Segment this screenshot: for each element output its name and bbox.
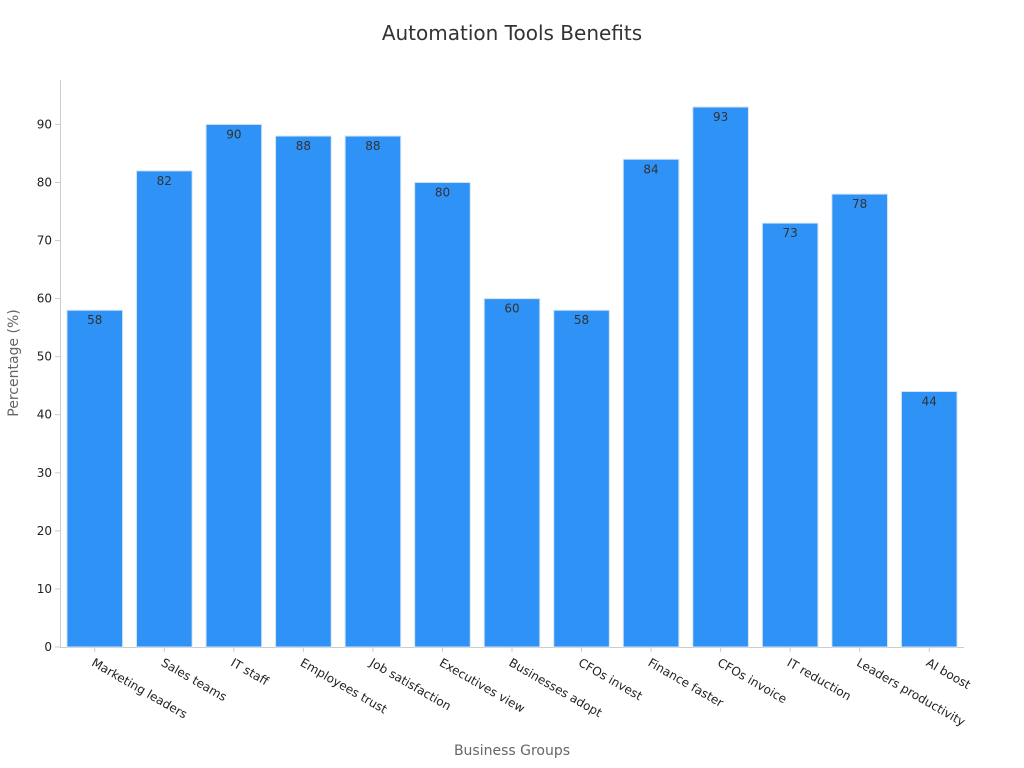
y-tick-label: 70 (37, 234, 52, 248)
bar-value-label: 58 (574, 313, 589, 327)
bar (761, 222, 819, 648)
x-axis-label: Business Groups (454, 743, 570, 759)
y-tick-label: 60 (37, 292, 52, 306)
bar (66, 309, 124, 648)
bar (553, 309, 610, 648)
bar (275, 135, 332, 648)
y-axis-ticks: 0 10 20 30 40 50 60 70 80 90 (37, 117, 60, 654)
bars-group: 58 82 90 88 88 80 60 58 84 93 73 78 44 (66, 106, 958, 648)
y-tick-label: 20 (37, 524, 52, 538)
bar-value-label: 82 (157, 174, 172, 188)
y-tick-label: 90 (37, 117, 52, 131)
bar-value-label: 60 (504, 302, 519, 316)
y-tick-label: 40 (37, 408, 52, 422)
bar (831, 193, 889, 648)
bar-value-label: 88 (365, 139, 380, 153)
chart-title: Automation Tools Benefits (382, 21, 642, 45)
bar-value-label: 88 (296, 139, 311, 153)
bar-value-label: 93 (713, 110, 728, 124)
bar (414, 181, 471, 648)
y-tick-label: 0 (44, 640, 52, 654)
bar-value-label: 44 (922, 395, 937, 409)
bar (622, 158, 680, 648)
x-tick-label: CFOs invoice (715, 655, 789, 706)
y-tick-label: 10 (37, 582, 52, 596)
x-tick-label: AI boost (924, 655, 974, 692)
bar (900, 391, 958, 648)
x-tick-label: IT staff (228, 655, 271, 688)
x-tick-label: IT reduction (785, 655, 854, 703)
bar-value-label: 73 (783, 226, 798, 240)
bar (483, 298, 541, 648)
x-tick-label: CFOs invest (576, 655, 645, 703)
y-tick-label: 80 (37, 175, 52, 189)
bar-value-label: 58 (87, 313, 102, 327)
bar-value-label: 90 (226, 127, 241, 141)
y-tick-label: 30 (37, 466, 52, 480)
bar (205, 123, 263, 648)
x-tick-label: Finance faster (646, 655, 726, 709)
y-axis-label: Percentage (%) (6, 309, 22, 416)
bar-value-label: 84 (643, 162, 658, 176)
bar-value-label: 80 (435, 185, 450, 199)
bar (344, 135, 402, 648)
bar-value-label: 78 (852, 197, 867, 211)
bar (135, 170, 193, 648)
y-tick-label: 50 (37, 350, 52, 364)
bar (692, 106, 749, 648)
